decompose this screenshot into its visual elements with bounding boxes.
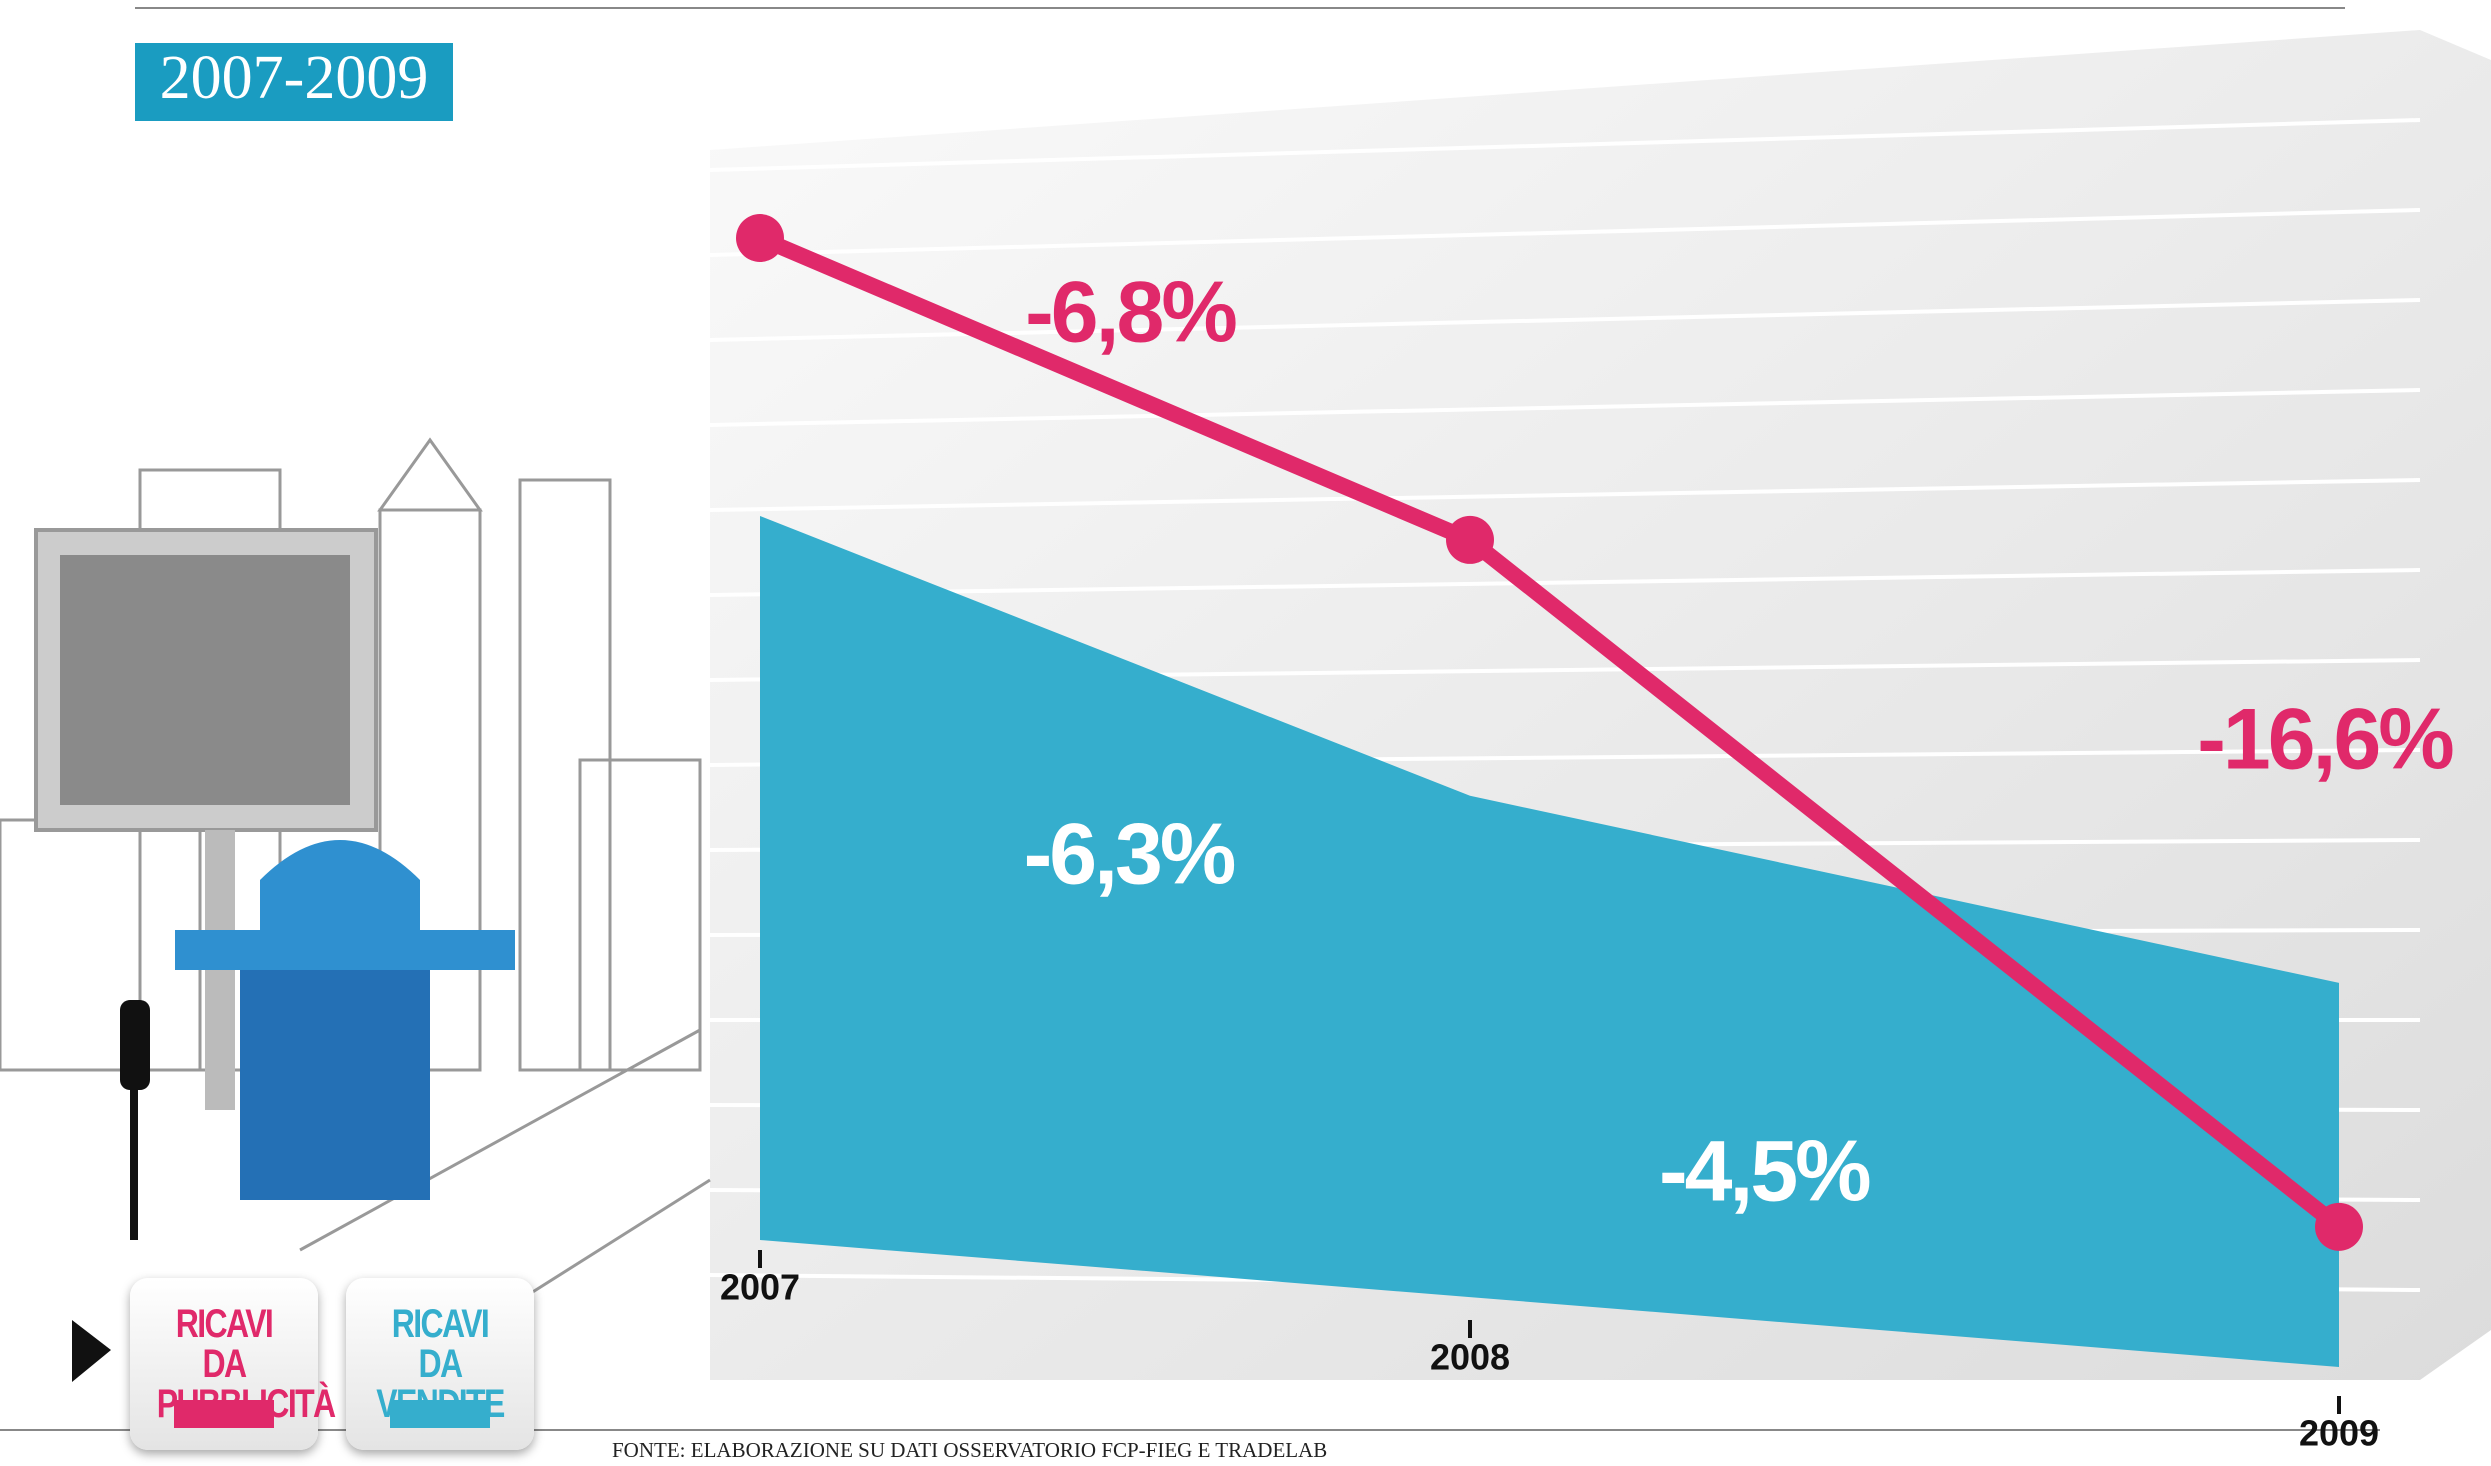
- line-segment: [1462, 531, 2347, 1235]
- legend-swatch: [390, 1400, 490, 1428]
- value-label: -16,6%: [2197, 692, 2453, 788]
- point: [1446, 515, 1494, 564]
- wall-stripe: [709, 568, 2421, 597]
- value-label: -4,5%: [1659, 1124, 1870, 1220]
- area-segment: [1470, 795, 2339, 1367]
- source: FONTE: ELABORAZIONE SU DATI OSSERVATORIO…: [612, 1438, 1327, 1462]
- traffic-light: [120, 1000, 150, 1090]
- kiosk-roof: [260, 840, 420, 930]
- legend-arrow: [72, 1320, 111, 1382]
- start-point: [736, 214, 784, 262]
- wall-stripe: [709, 478, 2421, 512]
- wall-stripe: [709, 208, 2421, 257]
- x-tick-label: 2008: [1430, 1337, 1510, 1378]
- traffic-light-pole: [130, 1090, 138, 1240]
- title-box: [135, 43, 453, 121]
- kiosk-canopy: [175, 930, 515, 970]
- value-label: -6,3%: [1024, 806, 1235, 902]
- legend-item: RICAVI DA PUBBLICITÀ: [130, 1278, 336, 1450]
- x-tick-label: 2007: [720, 1267, 800, 1308]
- point: [2315, 1202, 2363, 1251]
- billboard-image: [60, 555, 350, 805]
- legend-item: RICAVI DA VENDITE: [346, 1278, 534, 1450]
- legend-swatch: [174, 1400, 274, 1428]
- x-tick-label: 2009: [2299, 1413, 2379, 1454]
- wall-stripe: [709, 388, 2421, 427]
- area-segment: [760, 516, 1470, 1298]
- value-label: -6,8%: [1025, 265, 1236, 361]
- line-segment: [752, 230, 1478, 548]
- chart-title: 2007-2009: [160, 44, 429, 112]
- kiosk-body: [240, 970, 430, 1200]
- wall-stripe: [709, 118, 2421, 172]
